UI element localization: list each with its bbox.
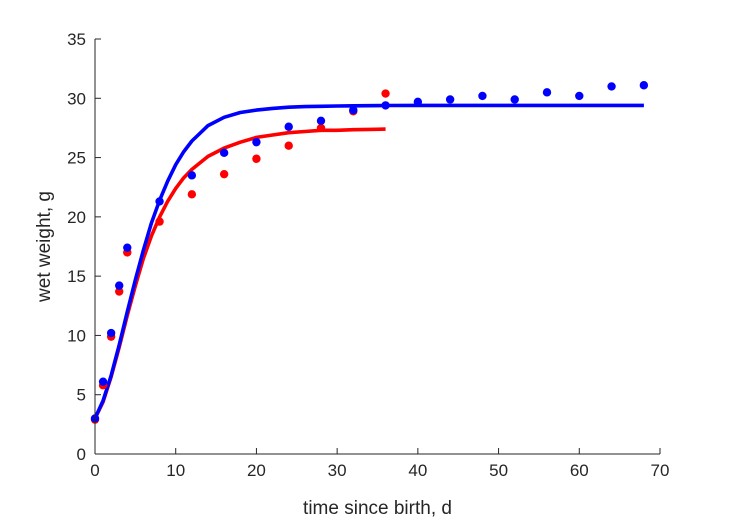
data-point-blue (413, 97, 423, 107)
data-point-blue (575, 91, 584, 101)
data-point-red (187, 190, 197, 199)
axes: 0 10 20 30 40 50 60 70 0 5 10 15 20 25 30 35 (67, 30, 669, 480)
data-point-red (219, 169, 229, 179)
y-tick-label: 15 (67, 267, 86, 286)
data-point-blue (316, 116, 326, 126)
plot-area (90, 81, 649, 424)
data-point-blue (219, 148, 229, 158)
y-tick-label: 5 (77, 386, 86, 405)
data-point-blue (252, 137, 261, 147)
data-point-blue (381, 101, 390, 110)
data-point-blue (542, 88, 552, 97)
x-tick-label: 40 (408, 461, 427, 480)
data-point-blue (639, 81, 649, 90)
y-tick-label: 10 (67, 326, 86, 345)
data-point-blue (155, 197, 164, 206)
x-tick-label: 10 (166, 461, 185, 480)
y-tick-label: 20 (67, 208, 86, 227)
data-point-red (115, 287, 124, 296)
y-axis-title: wet weight, g (34, 191, 55, 303)
data-point-red (381, 89, 390, 98)
x-tick-label: 30 (328, 461, 347, 480)
x-tick-label: 70 (651, 461, 670, 480)
data-point-red (316, 123, 326, 133)
data-point-blue (284, 122, 293, 131)
data-point-red (284, 141, 293, 150)
data-point-blue (607, 82, 616, 91)
data-point-blue (510, 95, 519, 104)
data-point-blue (187, 171, 197, 180)
data-point-blue (349, 105, 358, 115)
y-tick-label: 35 (67, 30, 86, 49)
x-tick-label: 20 (247, 461, 266, 480)
x-tick-label: 60 (570, 461, 589, 480)
y-tick-label: 30 (67, 89, 86, 108)
data-point-blue (115, 281, 124, 290)
data-point-blue (478, 91, 487, 101)
x-tick-label: 50 (489, 461, 508, 480)
data-point-red (252, 154, 261, 163)
data-point-blue (445, 95, 455, 104)
y-tick-label: 0 (77, 445, 86, 464)
data-point-blue (123, 243, 132, 252)
series-line-blue (93, 103, 644, 420)
x-tick-label: 0 (90, 461, 99, 480)
data-point-blue (106, 328, 116, 338)
data-point-blue (98, 377, 108, 386)
data-point-red (155, 217, 164, 226)
x-axis-title: time since birth, d (303, 498, 452, 519)
y-tick-label: 25 (67, 149, 86, 168)
